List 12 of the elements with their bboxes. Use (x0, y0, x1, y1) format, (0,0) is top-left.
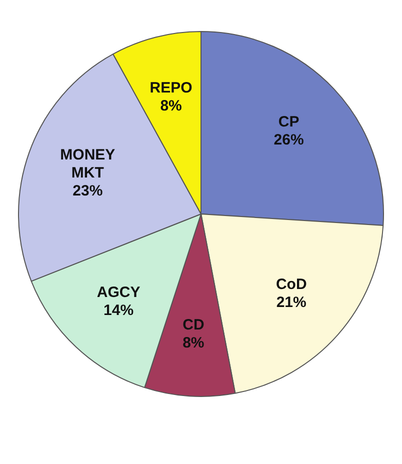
slice-label: CD (182, 316, 204, 334)
slice-label: MONEY MKT (60, 146, 116, 182)
data-label: 8% (182, 334, 204, 352)
slice-label: REPO (150, 79, 193, 96)
slice-label: AGCY (96, 284, 140, 301)
data-label: 21% (276, 294, 306, 311)
data-label: 26% (274, 132, 304, 149)
slice-label: CP (278, 114, 300, 131)
data-label: 8% (160, 97, 182, 114)
data-label: 14% (104, 302, 134, 319)
data-label: 23% (72, 182, 103, 200)
slice-label: CoD (276, 276, 307, 293)
